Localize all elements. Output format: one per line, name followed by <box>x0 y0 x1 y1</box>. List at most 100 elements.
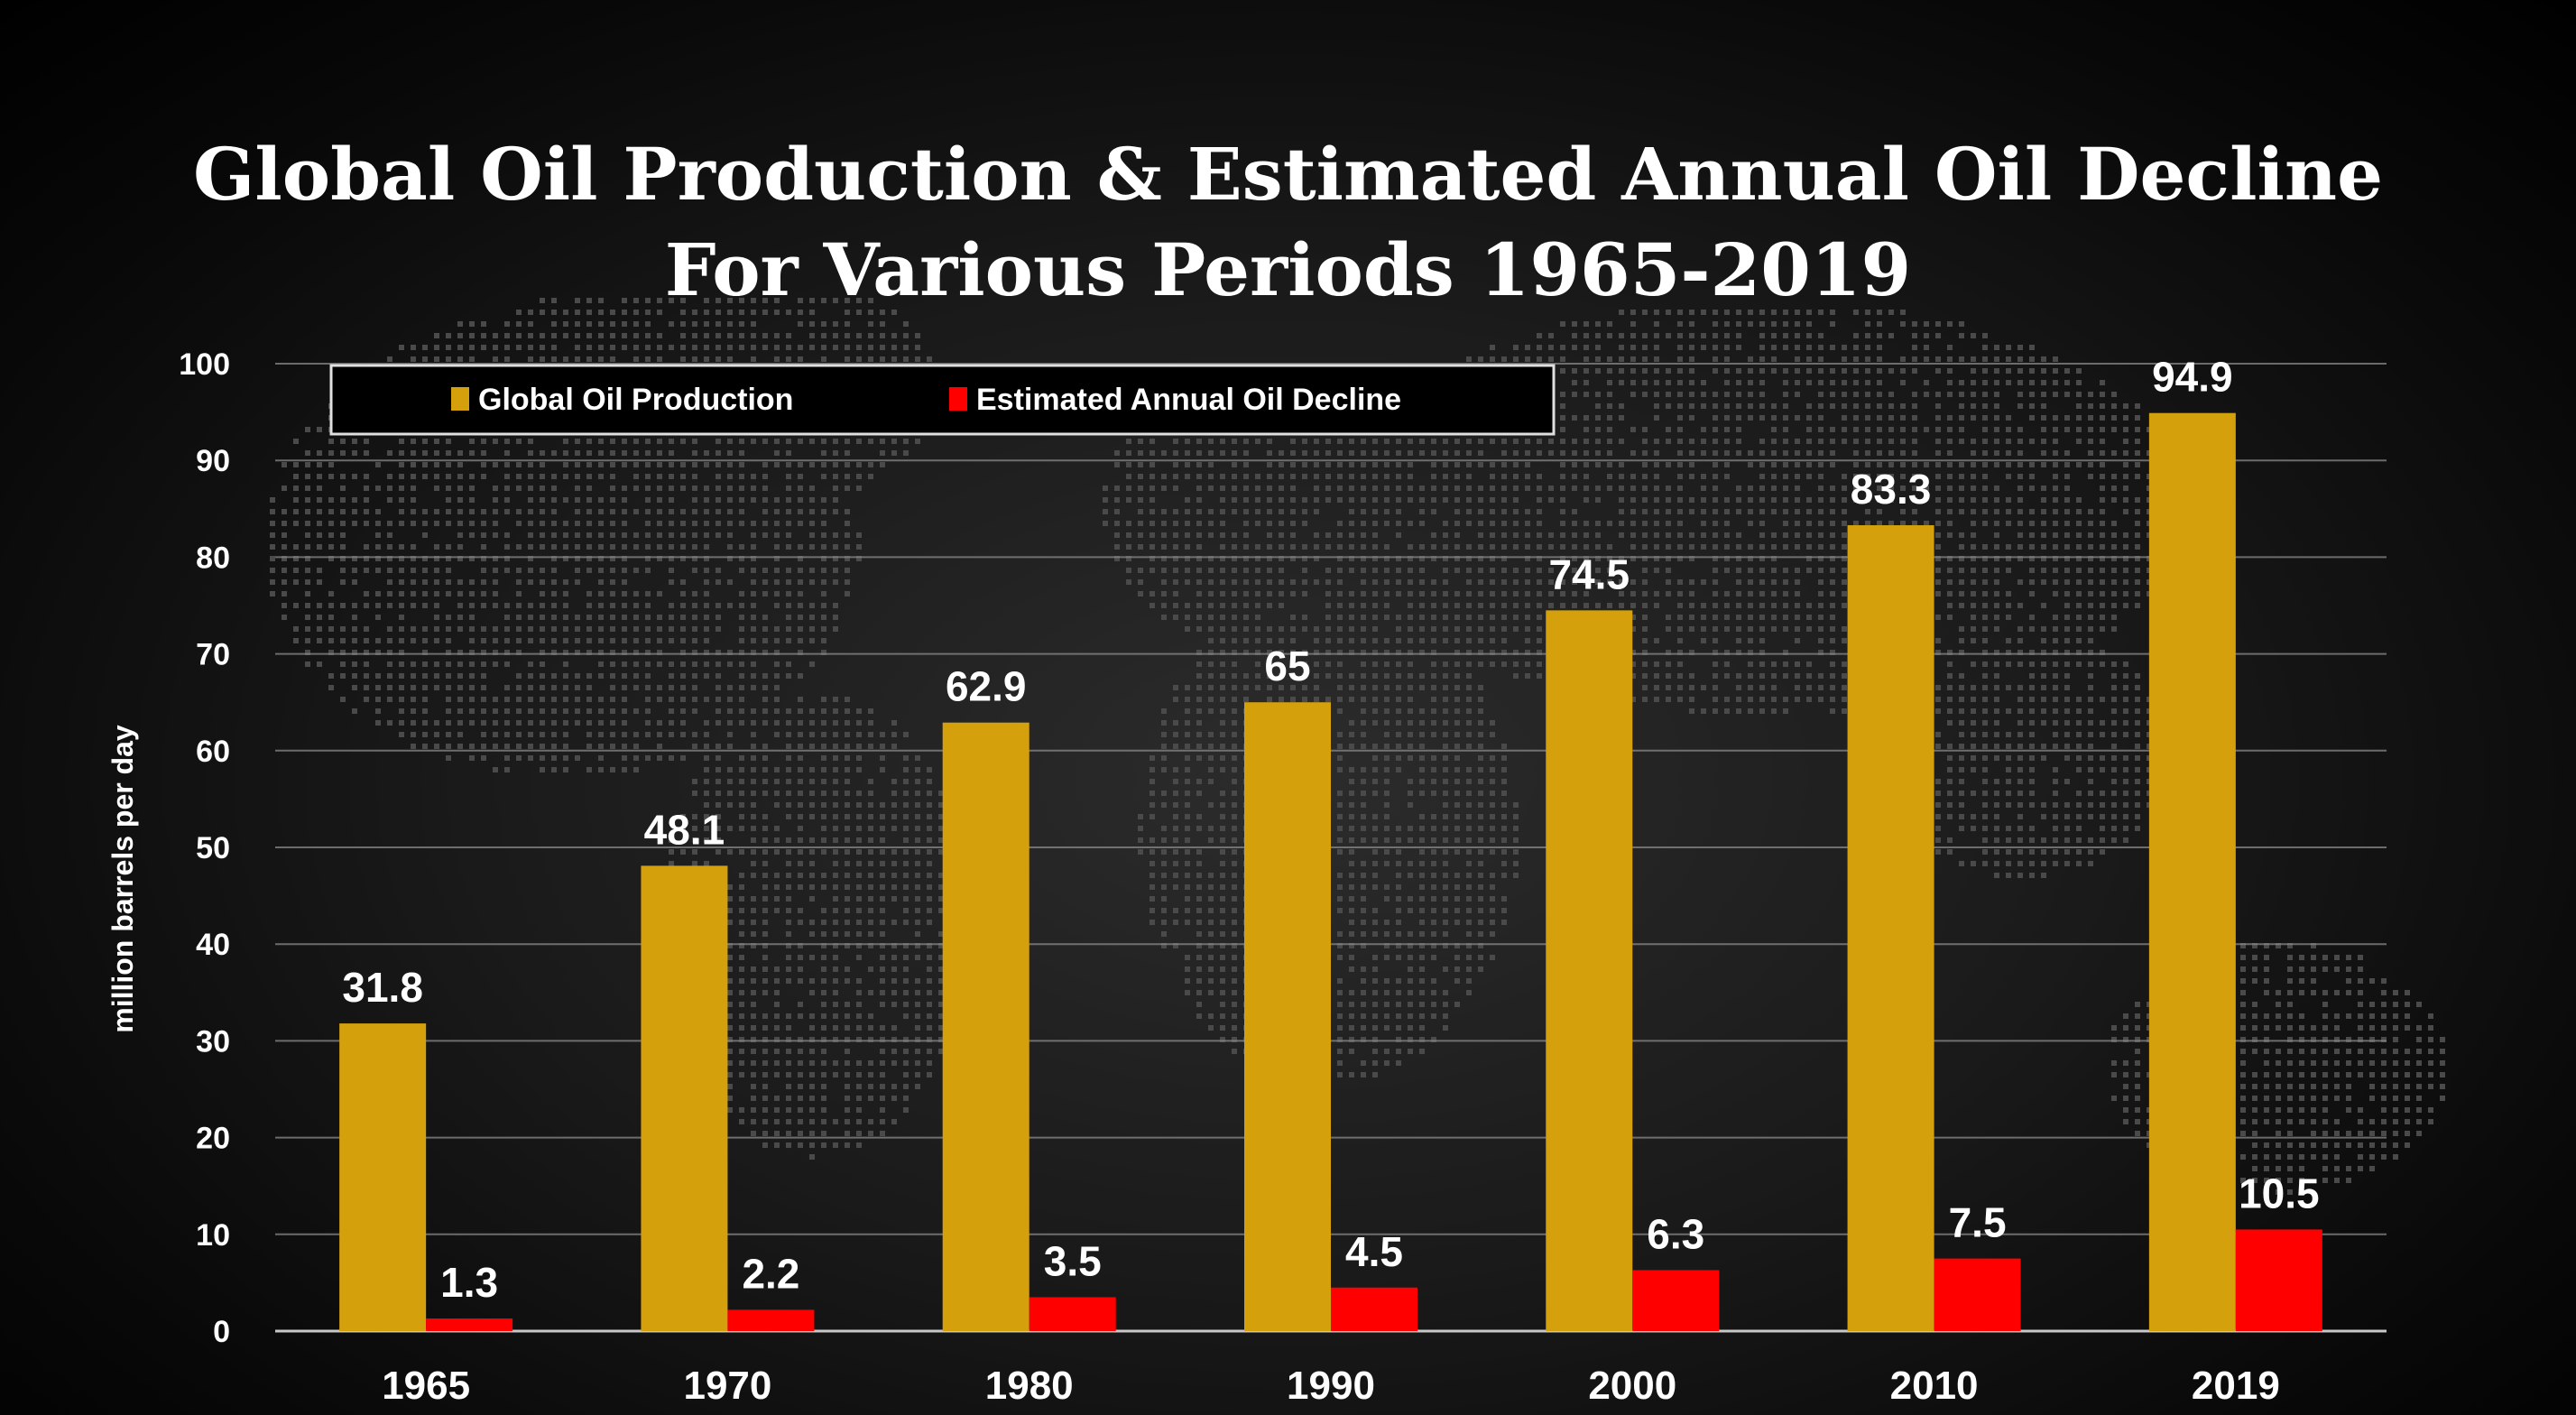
map-dot <box>1443 779 1448 784</box>
map-dot <box>1490 791 1495 796</box>
map-dot <box>1994 532 1999 538</box>
map-dot <box>1443 755 1448 761</box>
map-dot <box>1443 556 1448 561</box>
map-dot <box>1443 732 1448 737</box>
map-dot <box>1935 568 1941 573</box>
map-dot <box>1759 544 1765 550</box>
map-dot <box>1865 380 1870 385</box>
map-dot <box>610 450 615 456</box>
map-dot <box>1443 884 1448 890</box>
map-dot <box>1525 532 1530 538</box>
map-dot <box>411 626 416 632</box>
map-dot <box>551 509 557 514</box>
map-dot <box>481 732 486 737</box>
map-dot <box>1384 591 1390 597</box>
map-dot <box>880 837 885 843</box>
map-dot <box>516 521 522 526</box>
map-dot <box>1666 615 1671 620</box>
map-dot <box>1607 603 1612 608</box>
map-dot <box>1501 462 1507 467</box>
map-dot <box>880 884 885 890</box>
map-dot <box>622 497 627 503</box>
map-dot <box>1935 486 1941 491</box>
map-dot <box>716 450 721 456</box>
map-dot <box>1607 333 1612 338</box>
map-dot <box>856 333 862 338</box>
map-dot <box>2017 368 2023 374</box>
map-dot <box>411 439 416 444</box>
map-dot <box>692 603 697 608</box>
map-dot <box>1806 356 1812 362</box>
map-dot <box>657 450 662 456</box>
map-dot <box>1419 826 1425 831</box>
map-dot <box>1408 744 1413 749</box>
map-dot <box>1466 626 1472 632</box>
map-dot <box>528 544 533 550</box>
map-dot <box>598 521 604 526</box>
map-dot <box>1537 532 1542 538</box>
map-dot <box>1619 368 1624 374</box>
map-dot <box>1971 661 1976 667</box>
map-dot <box>2017 720 2023 726</box>
map-dot <box>2100 697 2105 702</box>
map-dot <box>317 427 322 432</box>
map-dot <box>716 298 721 303</box>
map-dot <box>1900 450 1906 456</box>
map-dot <box>446 497 451 503</box>
map-dot <box>739 673 744 679</box>
map-dot <box>622 462 627 467</box>
map-dot <box>469 685 475 690</box>
map-dot <box>1677 697 1683 702</box>
map-dot <box>1501 568 1507 573</box>
map-dot <box>868 884 873 890</box>
map-dot <box>1501 896 1507 902</box>
map-dot <box>622 579 627 585</box>
map-dot <box>1454 673 1460 679</box>
map-dot <box>1325 661 1331 667</box>
map-dot <box>716 779 721 784</box>
map-dot <box>1924 392 1929 397</box>
map-dot <box>622 556 627 561</box>
map-dot <box>2017 345 2023 350</box>
map-dot <box>1607 474 1612 479</box>
map-dot <box>704 532 709 538</box>
map-dot <box>821 779 826 784</box>
map-dot <box>774 556 780 561</box>
map-dot <box>387 556 392 561</box>
map-dot <box>352 650 357 655</box>
map-dot <box>704 791 709 796</box>
map-dot <box>1642 427 1648 432</box>
map-dot <box>1454 544 1460 550</box>
map-dot <box>774 638 780 643</box>
map-dot <box>2123 673 2128 679</box>
map-dot <box>1982 673 1988 679</box>
map-dot <box>563 579 568 585</box>
map-dot <box>293 486 299 491</box>
map-dot <box>610 579 615 585</box>
map-dot <box>2041 556 2046 561</box>
map-dot <box>1842 556 1847 561</box>
map-dot <box>2017 779 2023 784</box>
map-dot <box>2017 814 2023 819</box>
map-dot <box>821 638 826 643</box>
map-dot <box>422 462 428 467</box>
map-dot <box>1736 392 1741 397</box>
map-dot <box>1478 708 1483 714</box>
map-dot <box>2006 509 2011 514</box>
map-dot <box>2076 591 2082 597</box>
map-dot <box>1220 744 1225 749</box>
map-dot <box>1255 591 1260 597</box>
map-dot <box>1267 579 1272 585</box>
map-dot <box>317 603 322 608</box>
map-dot <box>762 744 768 749</box>
map-dot <box>821 884 826 890</box>
map-dot <box>493 333 498 338</box>
map-dot <box>2123 544 2128 550</box>
map-dot <box>1267 638 1272 643</box>
map-dot <box>1724 333 1730 338</box>
map-dot <box>1408 720 1413 726</box>
map-dot <box>1935 791 1941 796</box>
map-dot <box>821 450 826 456</box>
map-dot <box>586 474 592 479</box>
map-dot <box>1795 568 1800 573</box>
